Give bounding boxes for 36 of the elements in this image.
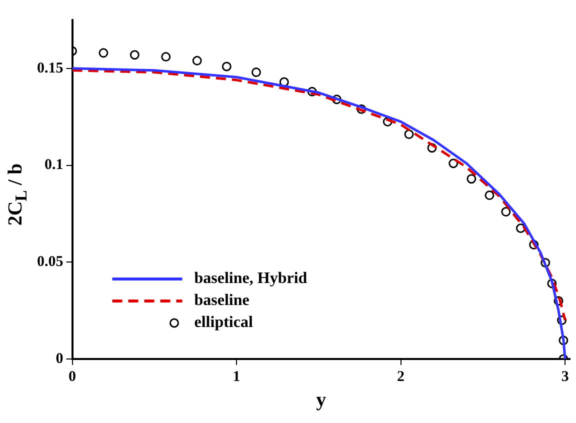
point: [307, 86, 317, 96]
point: [130, 50, 140, 60]
point: [192, 56, 202, 66]
point: [558, 336, 568, 346]
x-tick-label: 3: [561, 368, 569, 385]
point: [484, 190, 494, 200]
point: [332, 94, 342, 104]
legend-label: elliptical: [194, 314, 254, 332]
y-tick-label: 0.1: [44, 157, 64, 174]
point: [161, 52, 171, 62]
point: [98, 48, 108, 58]
x-axis-title: y: [316, 389, 326, 412]
point: [427, 143, 437, 153]
point: [251, 68, 261, 78]
point: [404, 130, 414, 140]
point: [448, 158, 458, 168]
x-tick-label: 2: [397, 368, 405, 385]
point: [222, 62, 232, 72]
point: [382, 116, 392, 126]
point: [466, 174, 476, 184]
x-tick-label: 0: [68, 368, 76, 385]
x-tick-label: 1: [232, 368, 240, 385]
y-tick-label: 0.15: [37, 60, 64, 76]
legend-label: baseline, Hybrid: [194, 270, 308, 288]
y-tick-label: 0.05: [37, 254, 64, 270]
point: [529, 240, 539, 250]
point: [554, 296, 564, 306]
point: [501, 207, 511, 217]
point: [557, 316, 567, 326]
point: [547, 278, 557, 288]
legend-label: baseline: [194, 292, 250, 310]
point: [516, 223, 526, 233]
point: [356, 104, 366, 114]
point: [279, 77, 289, 87]
point: [540, 258, 550, 268]
y-tick-label: 0: [56, 350, 64, 367]
